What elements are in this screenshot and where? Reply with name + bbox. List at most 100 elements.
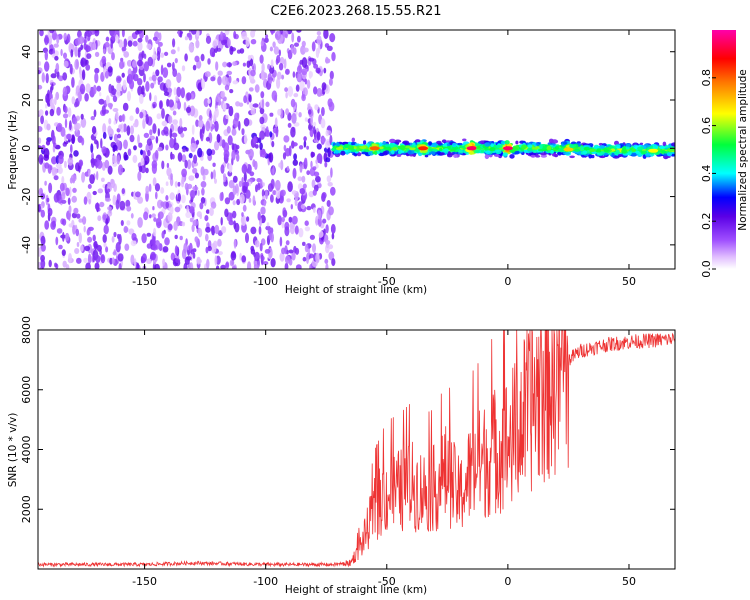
spectrogram-noise-cell xyxy=(170,49,176,55)
spectrogram-noise-cell xyxy=(235,144,240,150)
spectrogram-noise-cell xyxy=(301,94,306,102)
spectrogram-band-cell xyxy=(539,144,543,149)
spectrogram-noise-cell xyxy=(315,175,321,183)
spectrogram-noise-cell xyxy=(175,95,179,101)
spectrogram-noise-cell xyxy=(109,30,115,37)
spectrogram-noise-cell xyxy=(296,30,302,33)
spectrogram-noise-cell xyxy=(210,171,214,180)
spectrogram-noise-cell xyxy=(92,256,95,263)
spectrogram-noise-cell xyxy=(323,30,329,40)
spectrogram-noise-cell xyxy=(80,57,86,68)
spectrogram-noise-cell xyxy=(62,260,67,268)
spectrogram-noise-cell xyxy=(62,72,68,81)
spectrogram-noise-cell xyxy=(228,163,233,173)
spectrogram-noise-cell xyxy=(215,94,222,103)
spectrogram-noise-cell xyxy=(291,142,298,147)
spectrogram-noise-cell xyxy=(162,258,166,266)
spectrogram-noise-cell xyxy=(40,259,46,269)
spectrogram-noise-cell xyxy=(47,207,53,217)
spectrogram-noise-cell xyxy=(118,115,123,123)
spectrogram-noise-cell xyxy=(248,197,252,203)
spectrogram-noise-cell xyxy=(270,30,276,34)
spectrogram-noise-cell xyxy=(66,133,72,140)
spectrogram-noise-cell xyxy=(112,144,118,151)
spectrogram-noise-cell xyxy=(101,105,106,115)
spectrogram-noise-cell xyxy=(313,171,320,177)
spectrogram-x-tick-label: -100 xyxy=(253,275,278,288)
spectrogram-band-cell xyxy=(588,148,596,152)
spectrogram-noise-cell xyxy=(174,181,178,188)
spectrogram-noise-cell xyxy=(233,238,237,249)
spectrogram-noise-cell xyxy=(105,246,109,253)
spectrogram-noise-cell xyxy=(287,86,294,97)
spectrogram-noise-cell xyxy=(205,226,211,233)
spectrogram-noise-cell xyxy=(210,149,216,156)
spectrogram-noise-cell xyxy=(51,156,57,165)
spectrogram-noise-cell xyxy=(45,110,49,116)
spectrogram-noise-cell xyxy=(135,191,141,198)
spectrogram-noise-cell xyxy=(122,123,127,133)
spectrogram-noise-cell xyxy=(124,243,130,251)
spectrogram-noise-cell xyxy=(111,52,115,61)
spectrogram-noise-cell xyxy=(312,166,317,171)
spectrogram-noise-cell xyxy=(196,258,202,264)
spectrogram-noise-cell xyxy=(43,148,50,159)
spectrogram-noise-cell xyxy=(231,142,235,151)
spectrogram-band-cell xyxy=(631,152,637,157)
spectrogram-noise-cell xyxy=(302,241,306,246)
spectrogram-noise-cell xyxy=(119,60,125,70)
spectrogram-noise-cell xyxy=(188,30,192,33)
spectrogram-noise-cell xyxy=(308,57,315,62)
spectrogram-noise-cell xyxy=(167,115,173,124)
spectrogram-band-cell xyxy=(376,151,381,155)
spectrogram-noise-cell xyxy=(157,146,163,152)
spectrogram-noise-cell xyxy=(174,101,178,110)
spectrogram-noise-cell xyxy=(165,144,169,151)
spectrogram-noise-cell xyxy=(220,264,227,269)
spectrogram-noise-cell xyxy=(257,211,261,221)
spectrogram-band-cell xyxy=(441,139,447,143)
spectrogram-noise-cell xyxy=(309,128,314,138)
spectrogram-noise-cell xyxy=(168,99,175,108)
spectrogram-noise-cell xyxy=(269,131,273,138)
spectrogram-noise-cell xyxy=(150,82,155,89)
spectrogram-noise-cell xyxy=(283,144,287,152)
spectrogram-marks xyxy=(38,30,675,269)
spectrogram-noise-cell xyxy=(61,191,66,200)
spectrogram-noise-cell xyxy=(94,72,99,84)
spectrogram-noise-cell xyxy=(235,101,241,107)
spectrogram-noise-cell xyxy=(205,209,210,214)
spectrogram-noise-cell xyxy=(265,189,268,200)
spectrogram-band-cell xyxy=(540,152,547,156)
spectrogram-noise-cell xyxy=(79,83,86,95)
spectrogram-noise-cell xyxy=(115,34,119,43)
spectrogram-noise-cell xyxy=(239,48,245,54)
spectrogram-noise-cell xyxy=(49,108,55,117)
spectrogram-noise-cell xyxy=(262,261,269,266)
spectrogram-noise-cell xyxy=(188,152,193,159)
spectrogram-noise-cell xyxy=(291,251,296,261)
spectrogram-noise-cell xyxy=(200,181,207,188)
spectrogram-noise-cell xyxy=(120,220,124,226)
spectrogram-band-cell xyxy=(511,146,519,152)
spectrogram-noise-cell xyxy=(264,249,271,254)
spectrogram-noise-cell xyxy=(183,242,188,254)
spectrogram-noise-cell xyxy=(284,255,291,264)
spectrogram-noise-cell xyxy=(260,255,265,261)
spectrogram-noise-cell xyxy=(272,190,277,196)
spectrogram-noise-cell xyxy=(206,258,210,269)
spectrogram-noise-cell xyxy=(104,41,110,48)
spectrogram-noise-cell xyxy=(45,103,48,109)
spectrogram-noise-cell xyxy=(101,55,107,65)
spectrogram-noise-cell xyxy=(110,88,117,96)
spectrogram-noise-cell xyxy=(254,251,260,262)
spectrogram-noise-cell xyxy=(189,105,196,117)
spectrogram-noise-cell xyxy=(38,109,44,117)
spectrogram-noise-cell xyxy=(257,182,261,191)
spectrogram-noise-cell xyxy=(71,195,77,203)
spectrogram-noise-cell xyxy=(111,155,118,164)
spectrogram-band-cell xyxy=(495,149,502,155)
spectrogram-band-cell xyxy=(504,140,510,145)
spectrogram-bright-spot xyxy=(466,146,477,151)
